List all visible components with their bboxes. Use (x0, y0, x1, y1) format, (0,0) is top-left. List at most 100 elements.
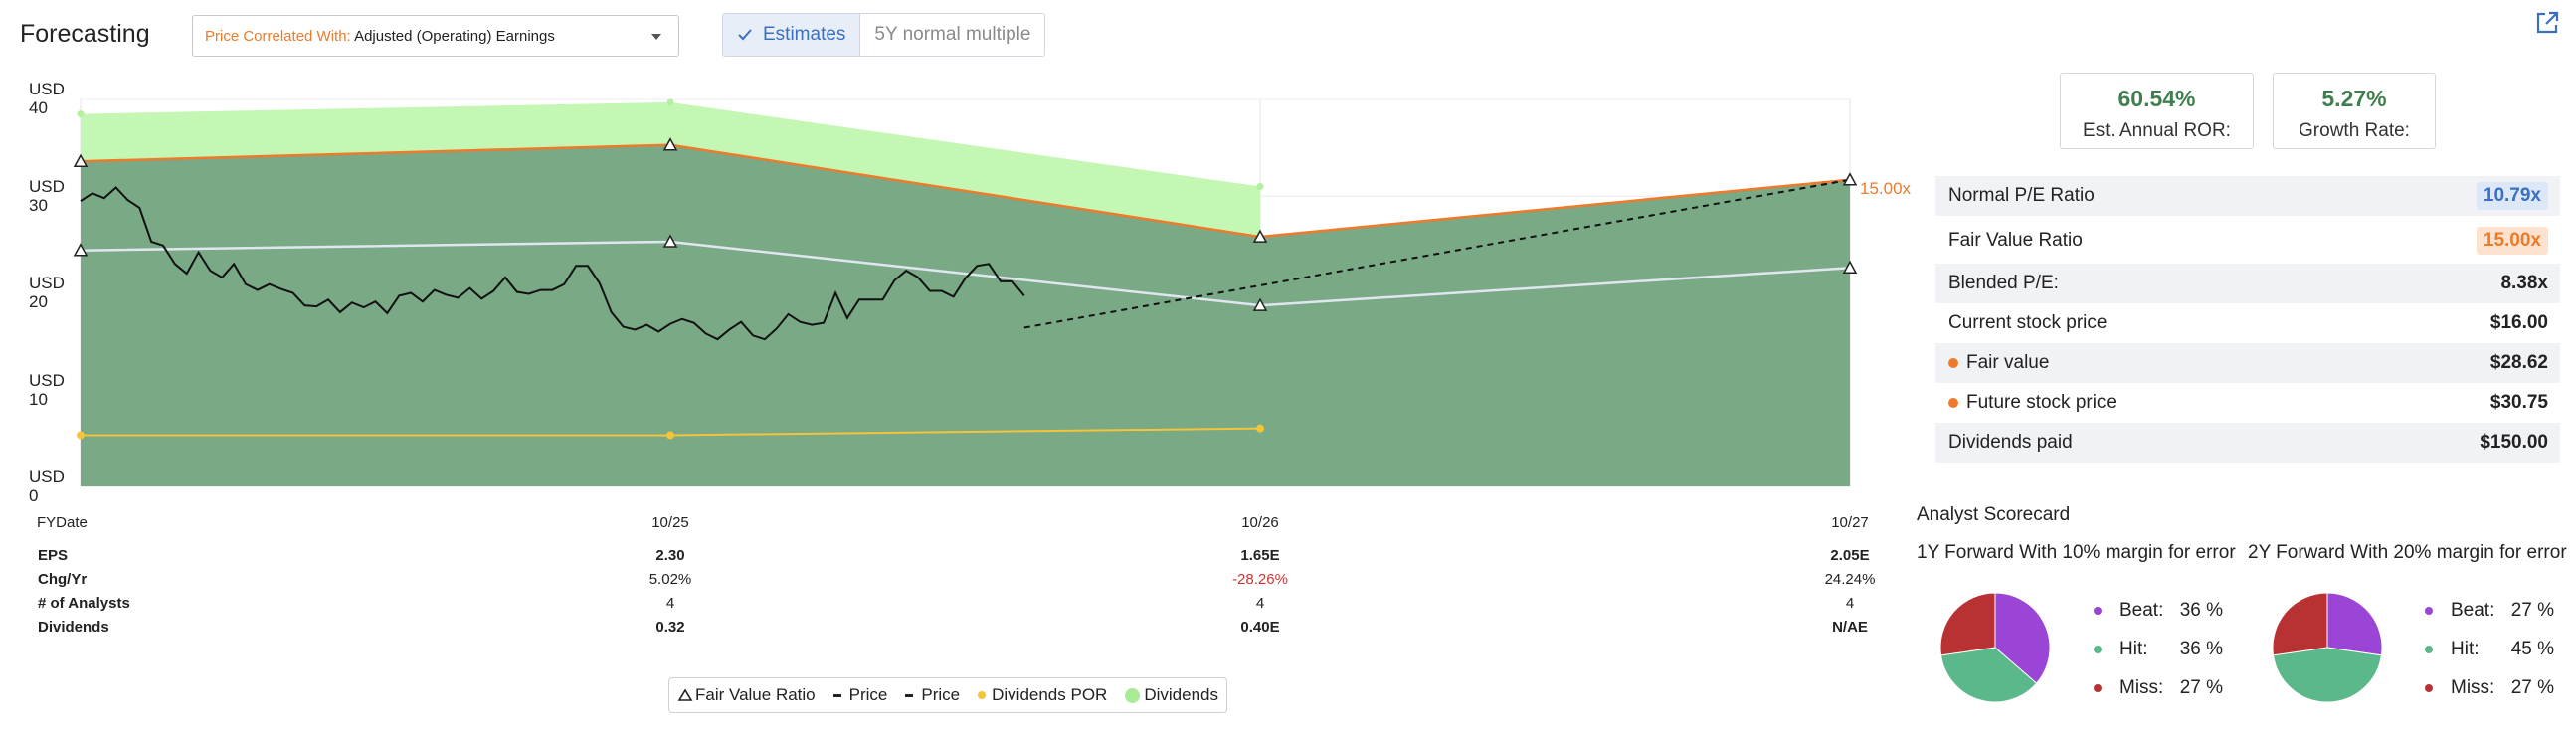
estimates-label: Estimates (763, 24, 846, 45)
pie-slice (1994, 592, 2051, 684)
pie-slice (2326, 592, 2383, 656)
fy-cell: 4 (1255, 595, 1265, 612)
metric-future-stock-price: Future stock price $30.75 (1935, 383, 2560, 423)
dividends-por-point (1256, 424, 1264, 433)
pie-slice (2272, 647, 2383, 703)
fy-date-header: FYDate (37, 514, 88, 531)
fy-cell: 5.02% (648, 571, 692, 588)
series-fair-value-area (81, 144, 1850, 486)
check-icon (738, 29, 752, 41)
scorecard-1y-hit: Hit: 36 % (2094, 630, 2223, 668)
pie-slice (1939, 647, 2038, 703)
pie-slice (1939, 592, 1996, 656)
est-annual-ror-label: Est. Annual ROR: (2083, 120, 2231, 141)
dividends-point (666, 98, 674, 106)
legend-price-estimate[interactable]: Price (905, 685, 960, 705)
page-title: Forecasting (20, 20, 150, 48)
scorecard-1y-beat: Beat: 36 % (2094, 591, 2223, 630)
series-price-estimate-line (1023, 178, 1851, 329)
series-dividends-area (81, 101, 1260, 238)
fair-value-marker (1842, 172, 1858, 186)
future-price-dot-icon (1948, 397, 1958, 408)
estimates-toggle-button[interactable]: Estimates (723, 14, 861, 56)
price-correlation-dropdown[interactable]: Price Correlated With: Adjusted (Operati… (192, 15, 679, 57)
y-axis-label-40: USD 40 (29, 80, 65, 117)
metric-dividends-paid: Dividends paid $150.00 (1935, 423, 2560, 463)
scorecard-2y-pie (2272, 592, 2383, 703)
metric-fair-value: Fair value $28.62 (1935, 343, 2560, 383)
fy-cell: 1.65E (1240, 547, 1280, 564)
fy-cell: 4 (665, 595, 675, 612)
series-fair-value-line (80, 143, 1851, 239)
analyst-scorecard-title: Analyst Scorecard (1917, 504, 2071, 525)
scorecard-2y-beat: Beat: 27 % (2425, 591, 2554, 630)
price-marker (1842, 260, 1858, 274)
scorecard-1y-pie (1939, 592, 2051, 703)
legend-dividends[interactable]: Dividends (1125, 685, 1218, 705)
y-axis-label-20: USD 20 (29, 274, 65, 311)
dot-marker-icon (978, 691, 987, 699)
forecast-chart (73, 98, 1858, 487)
fair-value-ratio-end-label: 15.00x (1860, 179, 1912, 198)
y-axis-label-30: USD 30 (29, 177, 65, 215)
price-marker (73, 243, 89, 257)
normal-multiple-toggle-button[interactable]: 5Y normal multiple (860, 14, 1045, 56)
growth-rate-label: Growth Rate: (2299, 120, 2410, 141)
fy-row-label: EPS (38, 547, 69, 564)
scorecard-1y-miss: Miss: 27 % (2094, 668, 2223, 707)
series-normal-price-line (80, 240, 1851, 307)
growth-rate-card: 5.27% Growth Rate: (2273, 73, 2436, 149)
est-annual-ror-value: 60.54% (2117, 86, 2196, 111)
fair-value-marker (1252, 229, 1268, 243)
chevron-down-icon (651, 34, 661, 40)
fy-cell: 2.05E (1830, 547, 1870, 564)
est-annual-ror-card: 60.54% Est. Annual ROR: (2060, 73, 2254, 149)
legend-price[interactable]: Price (832, 685, 887, 705)
chart-legend: Fair Value Ratio Price Price Dividends P… (668, 677, 1227, 713)
scorecard-2y-miss: Miss: 27 % (2425, 668, 2554, 707)
scorecard-2y-subtitle: 2Y Forward With 20% margin for error (2248, 542, 2567, 563)
forecast-mode-toggle: Estimates 5Y normal multiple (722, 13, 1046, 57)
scorecard-2y-hit: Hit: 45 % (2425, 630, 2554, 668)
fy-row-label: Chg/Yr (38, 571, 88, 588)
triangle-marker-icon (677, 688, 693, 701)
fair-value-dot-icon (1948, 357, 1958, 368)
metric-normal-pe-ratio: Normal P/E Ratio 10.79x (1935, 176, 2560, 216)
fy-cell: 0.32 (655, 619, 685, 636)
metric-current-stock-price: Current stock price $16.00 (1948, 312, 2548, 333)
y-axis-label-10: USD 10 (29, 371, 65, 409)
correlation-label: Price Correlated With: (205, 28, 351, 45)
fy-cell: 4 (1845, 595, 1855, 612)
x-label-10-26: 10/26 (1241, 514, 1279, 531)
dividends-point (1256, 183, 1264, 191)
fy-row-label: # of Analysts (38, 595, 130, 612)
y-axis-label-0: USD 0 (29, 467, 65, 505)
fy-cell: N/AE (1832, 619, 1868, 636)
growth-rate-value: 5.27% (2321, 86, 2387, 111)
dividends-point (77, 110, 85, 118)
dividends-por-point (77, 431, 85, 440)
correlation-value: Adjusted (Operating) Earnings (354, 28, 555, 45)
fair-value-marker (73, 153, 89, 167)
dividends-por-point (666, 431, 674, 440)
fy-row-label: Dividends (38, 619, 109, 636)
x-label-10-25: 10/25 (651, 514, 689, 531)
price-marker (662, 234, 678, 248)
series-price-line (80, 186, 1025, 341)
fy-cell: -28.26% (1232, 571, 1288, 588)
circle-marker-icon (1125, 687, 1141, 703)
x-label-10-27: 10/27 (1831, 514, 1869, 531)
external-link-icon[interactable] (2534, 10, 2560, 36)
dash-marker-icon (832, 693, 841, 697)
normal-multiple-label: 5Y normal multiple (874, 24, 1031, 45)
metric-blended-pe: Blended P/E: 8.38x (1935, 264, 2560, 303)
scorecard-2y-legend: Beat: 27 % Hit: 45 % Miss: 27 % (2425, 591, 2554, 707)
legend-dividends-por[interactable]: Dividends POR (978, 685, 1107, 705)
price-marker (1252, 297, 1268, 311)
fy-cell: 0.40E (1240, 619, 1280, 636)
fy-cell: 24.24% (1824, 571, 1876, 588)
dash-marker-icon (905, 693, 914, 697)
scorecard-1y-subtitle: 1Y Forward With 10% margin for error (1917, 542, 2236, 563)
legend-fair-value-ratio[interactable]: Fair Value Ratio (677, 685, 816, 705)
scorecard-1y-legend: Beat: 36 % Hit: 36 % Miss: 27 % (2094, 591, 2223, 707)
